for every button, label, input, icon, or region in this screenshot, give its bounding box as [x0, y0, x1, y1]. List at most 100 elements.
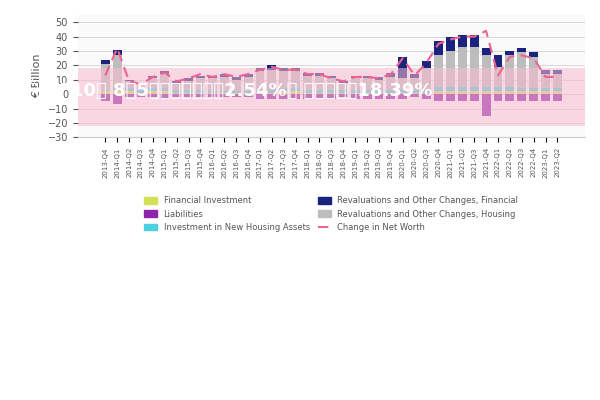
- Bar: [362, 94, 371, 98]
- Bar: [541, 74, 550, 88]
- Bar: [482, 55, 491, 87]
- Bar: [327, 94, 336, 98]
- Bar: [280, 91, 288, 94]
- Bar: [208, 76, 217, 78]
- Bar: [184, 93, 193, 94]
- Bar: [137, 84, 145, 90]
- Bar: [386, 77, 395, 90]
- Bar: [101, 91, 110, 94]
- Bar: [517, 52, 526, 88]
- Bar: [398, 93, 407, 94]
- Bar: [172, 93, 181, 94]
- Bar: [374, 94, 383, 98]
- Bar: [303, 90, 312, 93]
- Bar: [351, 94, 359, 98]
- Bar: [541, 70, 550, 74]
- Bar: [113, 55, 122, 87]
- Bar: [351, 90, 359, 93]
- Bar: [446, 37, 455, 51]
- Bar: [434, 94, 443, 102]
- Bar: [315, 90, 324, 93]
- Bar: [148, 91, 157, 94]
- Bar: [125, 94, 134, 97]
- Bar: [398, 57, 407, 78]
- Bar: [494, 87, 502, 91]
- Bar: [160, 74, 169, 88]
- Bar: [422, 61, 431, 68]
- Bar: [386, 94, 395, 98]
- Bar: [434, 41, 443, 55]
- Bar: [327, 90, 336, 93]
- Bar: [482, 91, 491, 94]
- Bar: [148, 88, 157, 91]
- Bar: [101, 90, 110, 91]
- Bar: [244, 91, 253, 93]
- Bar: [232, 77, 241, 80]
- Bar: [529, 88, 538, 91]
- Bar: [422, 68, 431, 90]
- Bar: [553, 70, 562, 74]
- Bar: [541, 88, 550, 91]
- Bar: [220, 91, 229, 93]
- Bar: [196, 93, 205, 94]
- Bar: [374, 80, 383, 90]
- Bar: [505, 94, 514, 102]
- Bar: [315, 76, 324, 90]
- Bar: [386, 73, 395, 77]
- Text: 炸股杠杧10倍 8月5日福蔹转唇下跌2.54%， 转股溢价率18.39%: 炸股杠杧10倍 8月5日福蔹转唇下跌2.54%， 转股溢价率18.39%: [28, 82, 432, 100]
- Bar: [505, 87, 514, 91]
- Bar: [268, 93, 277, 94]
- Bar: [184, 90, 193, 93]
- Bar: [386, 90, 395, 93]
- Bar: [351, 76, 359, 78]
- Bar: [291, 91, 300, 94]
- Bar: [422, 93, 431, 94]
- Bar: [470, 87, 479, 91]
- Bar: [244, 77, 253, 91]
- Bar: [184, 94, 193, 97]
- Bar: [315, 73, 324, 76]
- Bar: [125, 80, 134, 81]
- Bar: [256, 93, 265, 94]
- Bar: [529, 57, 538, 88]
- Bar: [446, 87, 455, 91]
- Bar: [422, 94, 431, 98]
- Bar: [184, 78, 193, 81]
- Bar: [268, 66, 277, 70]
- Bar: [505, 55, 514, 87]
- Bar: [232, 94, 241, 97]
- Bar: [374, 90, 383, 93]
- Bar: [374, 93, 383, 94]
- Bar: [482, 94, 491, 116]
- Bar: [315, 93, 324, 94]
- Bar: [172, 83, 181, 90]
- Bar: [160, 91, 169, 94]
- Bar: [101, 60, 110, 64]
- Bar: [553, 88, 562, 91]
- Bar: [125, 88, 134, 91]
- Bar: [113, 94, 122, 104]
- Bar: [280, 71, 288, 88]
- Bar: [232, 93, 241, 94]
- Bar: [410, 78, 419, 90]
- Bar: [470, 35, 479, 47]
- Bar: [137, 90, 145, 93]
- Bar: [184, 81, 193, 90]
- Bar: [137, 83, 145, 84]
- Bar: [410, 74, 419, 78]
- Bar: [505, 51, 514, 55]
- Bar: [470, 47, 479, 87]
- Bar: [362, 76, 371, 78]
- Bar: [125, 81, 134, 88]
- Bar: [470, 94, 479, 102]
- Bar: [398, 94, 407, 98]
- Legend: Financial Investment, Liabilities, Investment in New Housing Assets, Revaluation: Financial Investment, Liabilities, Inves…: [141, 193, 521, 235]
- Bar: [113, 90, 122, 94]
- Bar: [172, 90, 181, 93]
- Bar: [220, 93, 229, 94]
- Bar: [256, 71, 265, 90]
- Bar: [494, 55, 502, 87]
- Bar: [458, 35, 467, 47]
- Bar: [517, 88, 526, 91]
- Bar: [327, 78, 336, 90]
